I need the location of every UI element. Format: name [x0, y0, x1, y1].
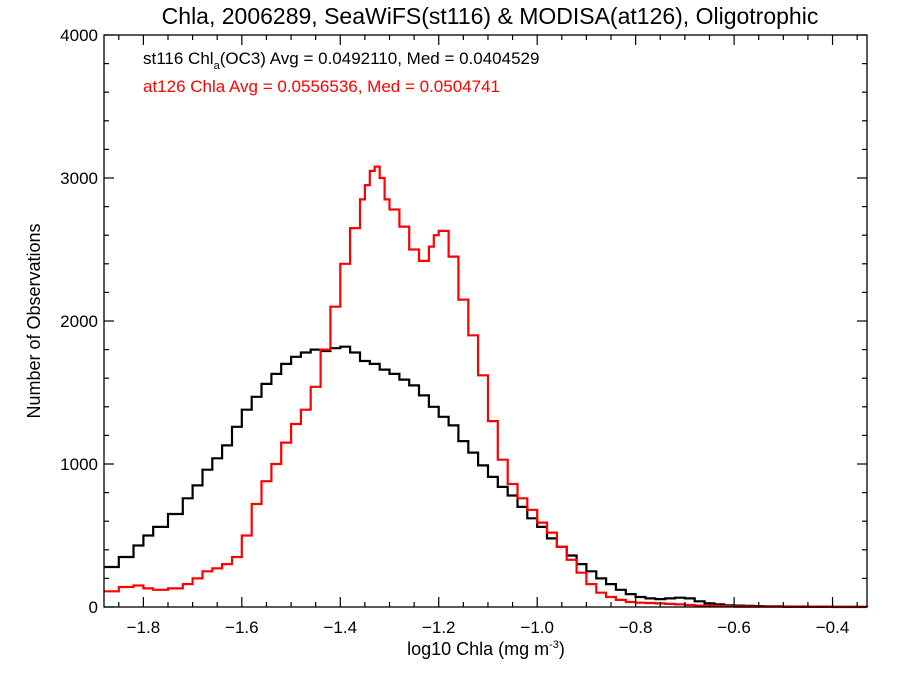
- x-tick-label: −1.0: [520, 618, 554, 637]
- series-0-line: [104, 345, 869, 608]
- x-tick-label: −1.8: [127, 618, 161, 637]
- chart-title: Chla, 2006289, SeaWiFS(st116) & MODISA(a…: [162, 3, 819, 29]
- x-tick-label: −1.2: [422, 618, 456, 637]
- y-tick-label: 0: [89, 598, 98, 617]
- x-axis-label-main: log10 Chla (mg m: [407, 639, 549, 659]
- x-tick-label: −1.6: [225, 618, 259, 637]
- y-axis-label: Number of Observations: [24, 223, 44, 418]
- series-1-line: [104, 165, 867, 609]
- x-tick-label: −1.4: [324, 618, 358, 637]
- annotation-0-text: st116 Chl: [143, 49, 214, 68]
- y-tick-label: 1000: [60, 455, 98, 474]
- x-axis: −1.8 −1.6 −1.4 −1.2 −1.0 −0.8 −0.6 −0.4: [118, 35, 858, 637]
- y-tick-label: 2000: [60, 312, 98, 331]
- annotation-1: at126 Chla Avg = 0.0556536, Med = 0.0504…: [143, 77, 500, 96]
- y-tick-label: 3000: [60, 169, 98, 188]
- plot-frame: [103, 34, 868, 608]
- x-tick-label: −0.4: [816, 618, 850, 637]
- x-axis-label: log10 Chla (mg m-3): [407, 639, 565, 659]
- series-layer: [104, 165, 869, 609]
- x-axis-label-unit-exponent: -3: [549, 639, 559, 651]
- y-tick-label: 4000: [60, 26, 98, 45]
- annotations: st116 Chla(OC3) Avg = 0.0492110, Med = 0…: [143, 49, 539, 96]
- x-axis-label-close: ): [559, 639, 565, 659]
- x-tick-label: −0.8: [619, 618, 653, 637]
- annotation-0: st116 Chla(OC3) Avg = 0.0492110, Med = 0…: [143, 49, 539, 72]
- annotation-1-text: at126 Chla Avg = 0.0556536, Med = 0.0504…: [143, 77, 500, 96]
- y-axis: 0 1000 2000 3000 4000: [60, 26, 867, 617]
- annotation-0-subscript: a: [214, 60, 221, 72]
- x-tick-label: −0.6: [717, 618, 751, 637]
- annotation-0-text-rest: (OC3) Avg = 0.0492110, Med = 0.0404529: [220, 49, 540, 68]
